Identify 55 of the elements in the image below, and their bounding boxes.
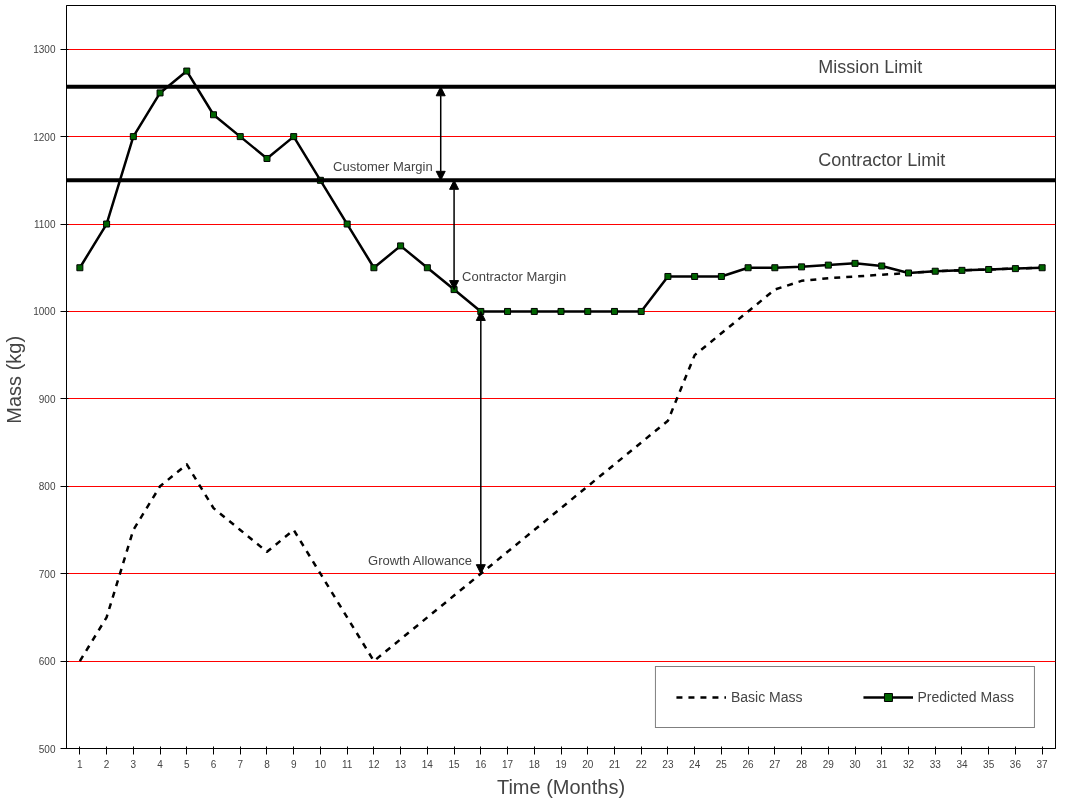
x-tick-label: 28: [796, 758, 808, 770]
y-axis-title: Mass (kg): [3, 335, 26, 424]
x-tick-label: 4: [157, 758, 164, 770]
x-tick-label: 35: [983, 758, 995, 770]
y-tick-label: 600: [38, 656, 56, 668]
x-tick-label: 22: [635, 758, 648, 770]
x-tick-label: 23: [662, 758, 674, 770]
x-tick-label: 12: [368, 758, 380, 770]
legend-label: Basic Mass: [730, 689, 803, 705]
x-tick-label: 17: [501, 758, 514, 770]
x-tick-label: 14: [421, 758, 434, 770]
annotation: Customer Margin: [333, 159, 433, 175]
x-tick-label: 30: [849, 758, 862, 770]
x-tick-label: 26: [742, 758, 755, 770]
annotation: Growth Allowance: [368, 552, 473, 568]
x-tick-label: 37: [1036, 758, 1049, 770]
ref-line-label: Contractor Limit: [818, 150, 946, 171]
x-tick-label: 13: [395, 758, 407, 770]
x-tick-label: 2: [103, 758, 110, 770]
y-tick-label: 800: [38, 481, 56, 493]
x-tick-label: 3: [130, 758, 137, 770]
x-tick-label: 5: [184, 758, 190, 770]
x-tick-label: 33: [929, 758, 942, 770]
y-tick-label: 1100: [34, 219, 56, 231]
annotation: Contractor Margin: [462, 268, 567, 284]
x-tick-label: 32: [902, 758, 915, 770]
x-tick-label: 24: [689, 758, 701, 770]
x-tick-label: 1: [77, 758, 84, 770]
y-tick-label: 1300: [33, 44, 56, 56]
y-tick-label: 700: [38, 568, 56, 580]
x-tick-label: 29: [822, 758, 835, 770]
x-tick-label: 34: [956, 758, 968, 770]
x-tick-label: 21: [608, 758, 621, 770]
x-tick-label: 19: [555, 758, 567, 770]
y-tick-label: 500: [38, 743, 56, 755]
x-tick-label: 27: [769, 758, 781, 770]
x-tick-label: 31: [876, 758, 888, 770]
x-tick-label: 7: [237, 758, 244, 770]
x-tick-label: 6: [210, 758, 217, 770]
x-tick-label: 18: [528, 758, 541, 770]
x-tick-label: 11: [341, 758, 353, 770]
x-axis-title: Time (Months): [496, 775, 626, 798]
x-tick-label: 9: [290, 758, 297, 770]
legend-label: Predicted Mass: [917, 689, 1014, 705]
x-tick-label: 36: [1009, 758, 1022, 770]
x-tick-label: 8: [264, 758, 271, 770]
x-tick-label: 25: [715, 758, 728, 770]
x-tick-label: 15: [448, 758, 461, 770]
ref-line-label: Mission Limit: [818, 56, 923, 77]
x-tick-label: 10: [314, 758, 327, 770]
y-tick-label: 900: [38, 393, 56, 405]
y-tick-label: 1000: [33, 306, 56, 318]
x-tick-label: 20: [582, 758, 594, 770]
y-tick-label: 1200: [33, 131, 56, 143]
x-tick-label: 16: [475, 758, 487, 770]
